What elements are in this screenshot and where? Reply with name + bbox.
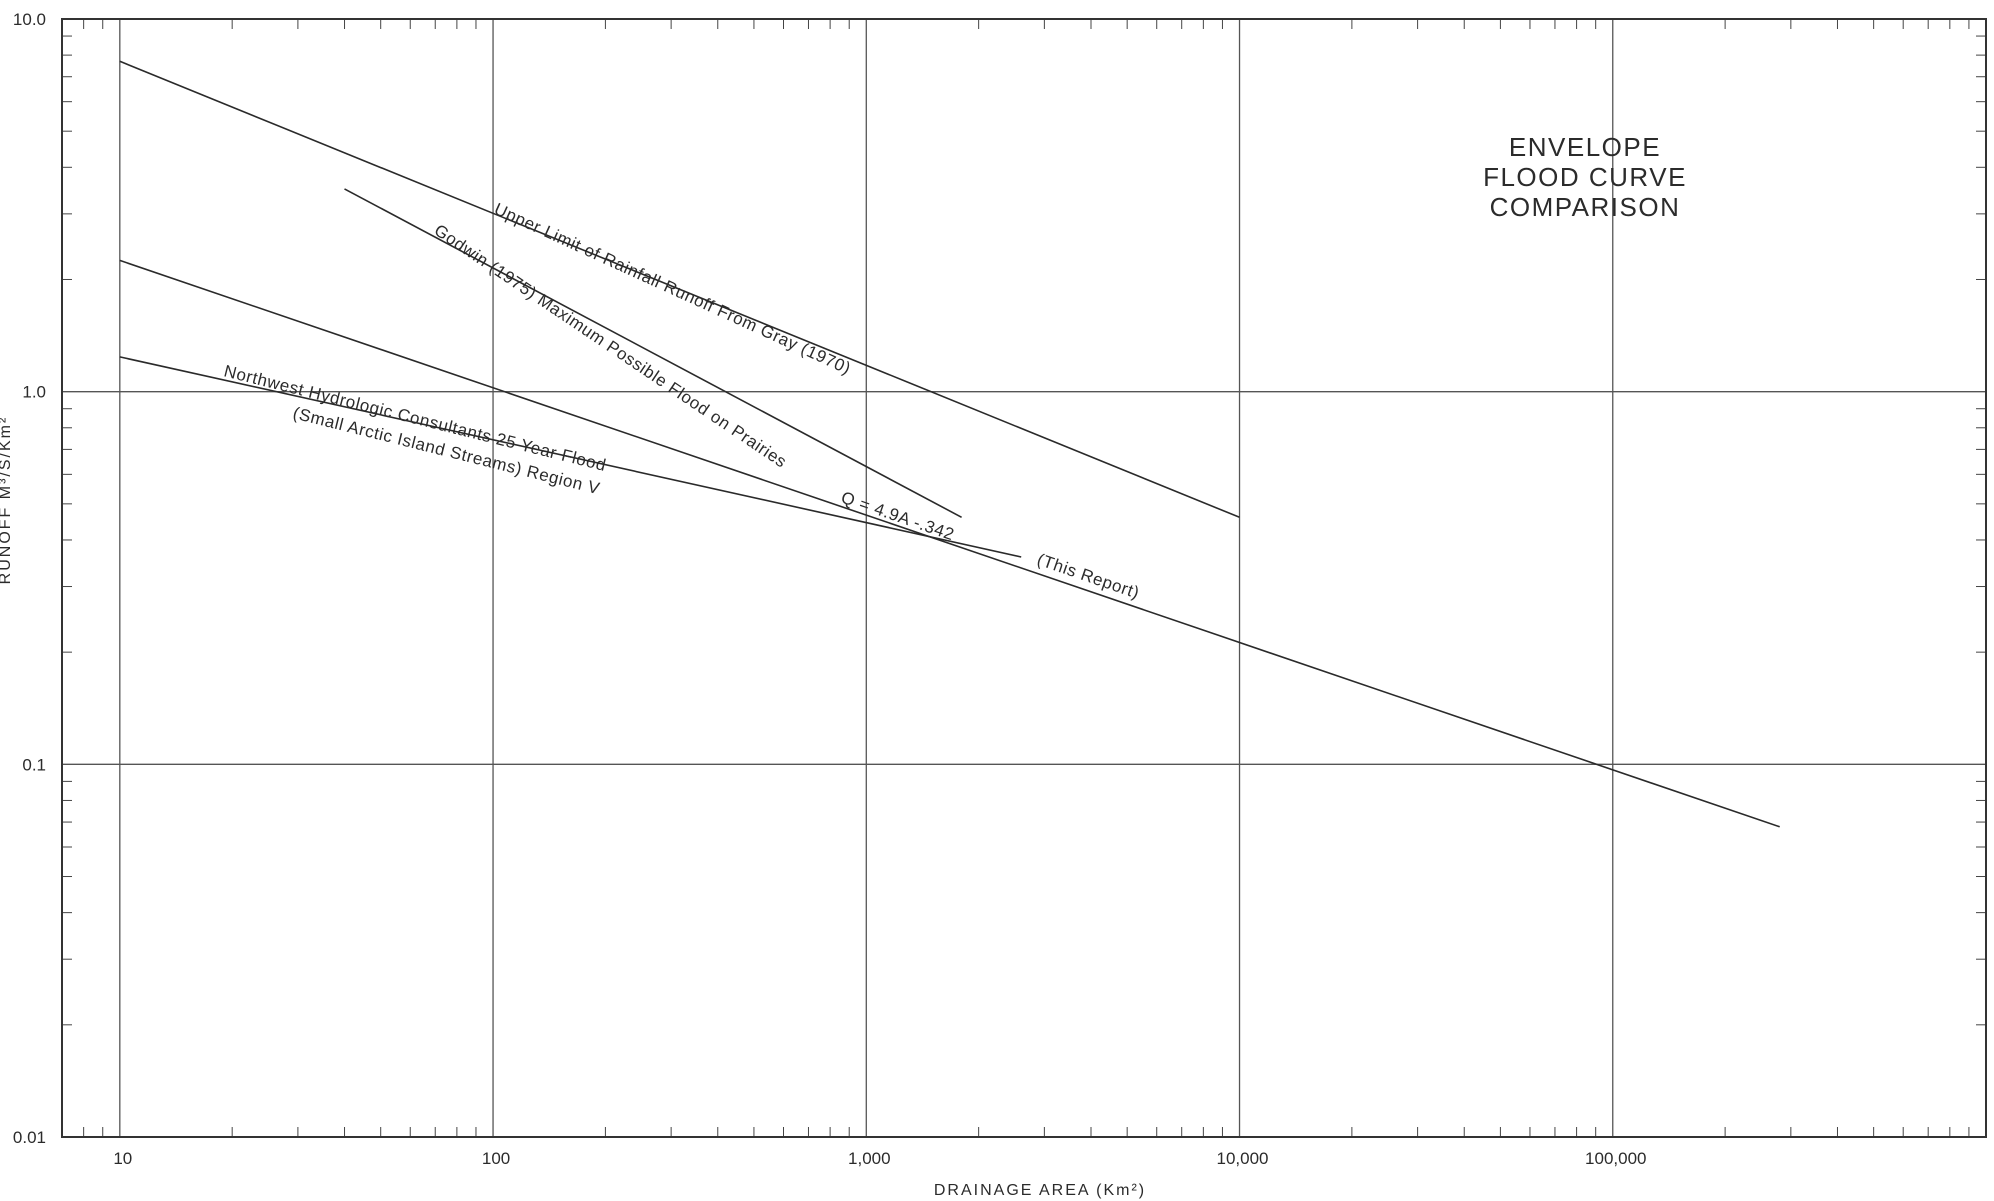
- annotation-this-report: (This Report): [1035, 550, 1142, 603]
- series-nhc-25-year: [119, 356, 1022, 558]
- chart-title-line-1: ENVELOPE: [1509, 132, 1661, 162]
- tick-labels: 10 100 1,000 10,000 100,000 0.01 0.1 1.0 10.0: [13, 10, 1647, 1168]
- x-tick-label: 10: [113, 1149, 132, 1168]
- x-axis-title: DRAINAGE AREA (Km²): [934, 1182, 1146, 1199]
- grid-lines: [62, 19, 1986, 1137]
- annotation-equation: Q = 4.9A -.342: [839, 488, 957, 545]
- series-godwin-max-flood: [344, 188, 962, 519]
- plot-frame: [61, 18, 1987, 1138]
- annotation-nhc-line-1: Northwest Hydrologic Consultants 25 Year…: [222, 361, 608, 475]
- x-tick-label: 100,000: [1585, 1149, 1646, 1168]
- series-this-report: [119, 259, 1780, 828]
- series-lines: [119, 60, 1780, 828]
- x-tick-label: 1,000: [848, 1149, 891, 1168]
- x-tick-label: 100: [482, 1149, 510, 1168]
- x-tick-label: 10,000: [1217, 1149, 1269, 1168]
- chart-title-line-2: FLOOD CURVE: [1483, 162, 1687, 192]
- y-axis-title: RUNOFF M³/S/Km²: [0, 416, 14, 585]
- y-tick-label: 0.01: [13, 1128, 46, 1147]
- chart-title-line-3: COMPARISON: [1490, 192, 1681, 222]
- minor-ticks: [61, 19, 1986, 1137]
- chart-title: ENVELOPE FLOOD CURVE COMPARISON: [1483, 132, 1687, 222]
- curve-annotations: Upper Limit of Rainfall Runoff From Gray…: [222, 199, 1142, 602]
- y-tick-label: 10.0: [13, 10, 46, 29]
- y-tick-label: 0.1: [22, 755, 46, 774]
- annotation-gray: Upper Limit of Rainfall Runoff From Gray…: [491, 199, 854, 378]
- y-tick-label: 1.0: [22, 383, 46, 402]
- series-gray-upper-limit: [119, 60, 1240, 519]
